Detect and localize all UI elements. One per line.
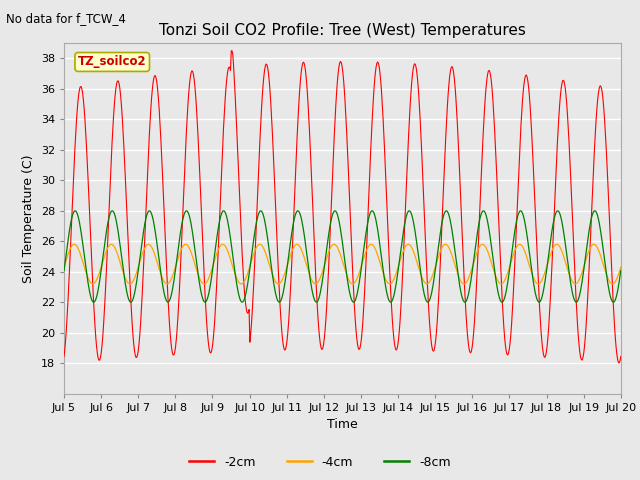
-8cm — [127, 299, 135, 305]
-4cm — [70, 241, 78, 247]
-2cm — [127, 308, 135, 313]
-2cm — [428, 338, 435, 344]
-2cm — [184, 102, 192, 108]
-4cm — [127, 280, 135, 286]
-8cm — [70, 209, 78, 215]
-8cm — [214, 231, 221, 237]
Line: -2cm: -2cm — [64, 51, 621, 363]
Title: Tonzi Soil CO2 Profile: Tree (West) Temperatures: Tonzi Soil CO2 Profile: Tree (West) Temp… — [159, 23, 526, 38]
-8cm — [275, 300, 283, 305]
Y-axis label: Soil Temperature (C): Soil Temperature (C) — [22, 154, 35, 283]
-2cm — [616, 360, 623, 366]
-4cm — [412, 255, 419, 261]
-8cm — [294, 208, 301, 214]
-8cm — [428, 289, 436, 295]
Line: -4cm: -4cm — [64, 244, 621, 284]
-2cm — [214, 267, 221, 273]
-2cm — [411, 61, 419, 67]
-2cm — [227, 48, 235, 54]
-8cm — [412, 232, 419, 238]
-8cm — [184, 209, 192, 215]
-2cm — [617, 354, 625, 360]
-4cm — [186, 246, 193, 252]
-4cm — [617, 264, 625, 270]
-8cm — [617, 268, 625, 274]
-2cm — [70, 162, 78, 168]
-4cm — [182, 241, 189, 247]
Text: No data for f_TCW_4: No data for f_TCW_4 — [6, 12, 126, 25]
-4cm — [215, 245, 223, 251]
Line: -8cm: -8cm — [64, 211, 621, 302]
-4cm — [60, 264, 68, 270]
Legend: -2cm, -4cm, -8cm: -2cm, -4cm, -8cm — [184, 451, 456, 474]
-2cm — [60, 354, 68, 360]
X-axis label: Time: Time — [327, 418, 358, 431]
Text: TZ_soilco2: TZ_soilco2 — [78, 56, 147, 69]
-4cm — [428, 275, 436, 280]
-8cm — [60, 268, 68, 274]
-4cm — [163, 281, 171, 287]
